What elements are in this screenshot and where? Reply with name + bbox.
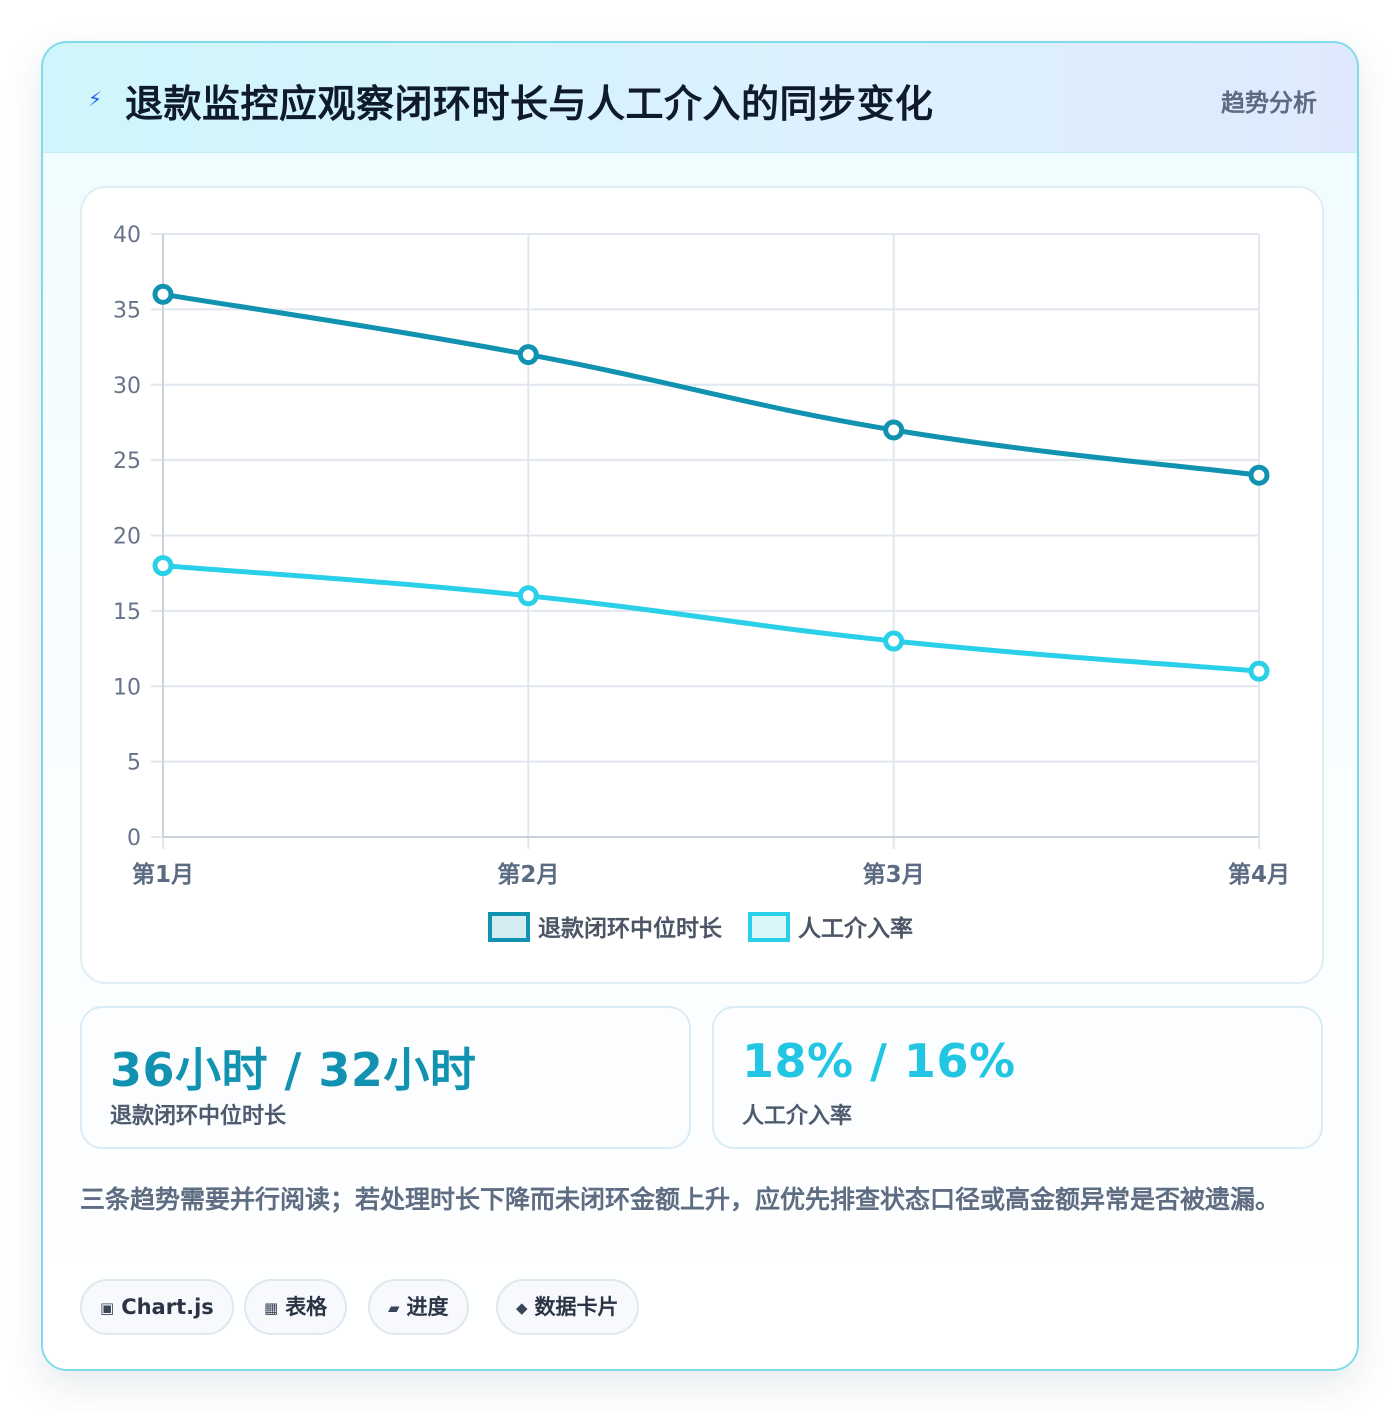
y-tick-label: 5 xyxy=(127,751,141,776)
trend-card: ⚡ 退款监控应观察闭环时长与人工介入的同步变化 趋势分析 0 5 10 15 20 25 3… xyxy=(41,41,1359,1371)
y-tick-label: 0 xyxy=(127,826,141,851)
y-tick-label: 25 xyxy=(113,449,141,474)
y-tick-label: 20 xyxy=(113,525,141,550)
data-point xyxy=(152,555,174,577)
progress-icon: ▰ xyxy=(388,1299,400,1317)
y-tick-label: 30 xyxy=(113,374,141,399)
chip-label: Chart.js xyxy=(121,1295,214,1319)
x-tick-label: 第1月 xyxy=(132,861,194,888)
y-tick-label: 40 xyxy=(113,223,141,248)
data-point xyxy=(517,344,539,366)
table-icon: ▦ xyxy=(264,1299,279,1317)
stat-label: 退款闭环中位时长 xyxy=(110,1104,287,1129)
legend-label: 退款闭环中位时长 xyxy=(538,915,723,942)
stat-label: 人工介入率 xyxy=(742,1104,853,1129)
stat-value: 18% / 16% xyxy=(742,1034,1016,1088)
stat-value: 36小时 / 32小时 xyxy=(110,1043,477,1097)
chip-label: 表格 xyxy=(285,1295,328,1319)
legend-swatch xyxy=(748,912,790,942)
lightning-icon: ⚡ xyxy=(87,87,103,111)
series-line-2 xyxy=(160,563,1262,674)
legend-swatch xyxy=(488,912,530,942)
chart-panel: 0 5 10 15 20 25 30 35 40 第1月 第2月 第3月 第4月退款闭环中位时长 人工介入… xyxy=(80,186,1324,984)
chip-data-card[interactable]: ◆ 数据卡片 xyxy=(496,1279,639,1335)
x-tick-label: 第2月 xyxy=(497,861,559,888)
chip-progress[interactable]: ▰ 进度 xyxy=(368,1279,469,1335)
series-line-1 xyxy=(160,291,1262,478)
stat-card-intervention: 18% / 16% 人工介入率 xyxy=(712,1006,1323,1149)
data-point xyxy=(1248,464,1270,486)
card-title: 退款监控应观察闭环时长与人工介入的同步变化 xyxy=(125,82,934,126)
chip-label: 数据卡片 xyxy=(534,1295,619,1319)
legend-label: 人工介入率 xyxy=(798,915,913,942)
x-tick-label: 第3月 xyxy=(863,861,925,888)
chip-label: 进度 xyxy=(406,1295,449,1319)
y-tick-label: 15 xyxy=(113,600,141,625)
data-point xyxy=(517,585,539,607)
stat-card-duration: 36小时 / 32小时 退款闭环中位时长 xyxy=(80,1006,691,1149)
chip-table[interactable]: ▦ 表格 xyxy=(244,1279,348,1335)
data-point xyxy=(152,283,174,305)
data-point xyxy=(1248,660,1270,682)
diamond-icon: ◆ xyxy=(516,1299,528,1317)
y-tick-label: 10 xyxy=(113,675,141,700)
category-tag: 趋势分析 xyxy=(1221,89,1317,117)
card-header: ⚡ 退款监控应观察闭环时长与人工介入的同步变化 趋势分析 xyxy=(43,43,1357,153)
chip-chartjs[interactable]: ▣ Chart.js xyxy=(80,1279,234,1335)
y-tick-label: 35 xyxy=(113,298,141,323)
data-point xyxy=(883,630,905,652)
x-tick-label: 第4月 xyxy=(1228,861,1290,888)
data-point xyxy=(883,419,905,441)
chart-icon: ▣ xyxy=(100,1299,115,1317)
analysis-note: 三条趋势需要并行阅读；若处理时长下降而未闭环金额上升，应优先排查状态口径或高金额… xyxy=(80,1185,1281,1214)
